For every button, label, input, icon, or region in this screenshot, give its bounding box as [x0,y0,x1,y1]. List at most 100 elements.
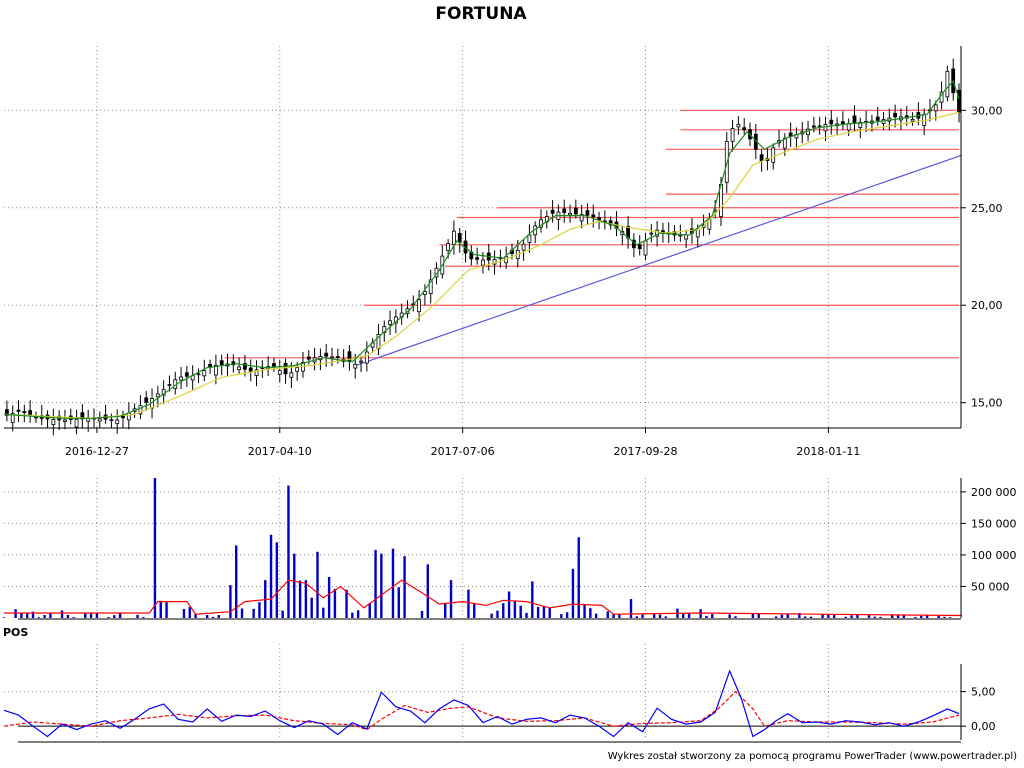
volume-bar [536,606,540,618]
candle-body [840,121,845,125]
long-moving-average [3,111,960,419]
volume-axes: 50 000 100 000 150 000 200 000 [18,478,1017,620]
candle-body [254,369,259,376]
chart-title: FORTUNA [435,4,527,24]
volume-bar [850,615,853,618]
volume-bar [37,617,41,618]
volume-bar [240,608,244,618]
volume-bar [142,617,145,618]
candle-body [492,259,497,265]
volume-bar [217,615,221,618]
candle-body [330,356,334,359]
volume-bar [426,564,429,618]
date-tick-label-4: 2018-01-11 [796,445,860,458]
candle-body [213,364,218,376]
candle-body [597,217,601,220]
candle-body [568,212,572,216]
volume-bar [449,580,453,618]
candle-body [539,219,543,228]
candle-body [97,418,102,422]
volume-bar [473,602,476,618]
volume-bar [577,537,580,618]
volume-bar [798,612,801,618]
volume-bar [548,607,551,618]
volume-bar [896,614,900,618]
volume-bar [397,587,400,618]
pos-signal-line [3,690,960,731]
pos-oscillator-line [3,669,960,738]
volume-bar [635,616,638,618]
volume-bar [780,614,784,618]
volume-bar [444,603,447,618]
volume-bar [298,580,302,618]
volume-bar [374,549,377,618]
candle-body [16,409,21,412]
volume-bar [809,616,813,618]
volume-bar [844,616,847,618]
volume-bar [49,613,52,618]
volume-y-tick-label-3: 200 000 [971,486,1017,499]
candle-body [481,259,485,266]
date-tick-label-3: 2017-09-28 [614,445,678,458]
volume-bar [728,614,731,618]
candle-body [730,128,735,142]
volume-bar [757,613,760,618]
candle-body [388,320,392,325]
volume-bar [304,580,308,618]
volume-bar [188,607,191,618]
candle-body [829,119,834,125]
volume-bar [542,605,546,618]
volume-bar [153,478,157,618]
volume-bar [891,614,894,618]
volume-bar [316,551,319,618]
candle-body [573,207,578,215]
volume-bar [107,617,110,618]
candle-body [109,419,114,422]
volume-bar [333,589,337,618]
volume-bar [322,607,325,618]
candle-body [695,228,700,238]
candle-body [550,209,555,214]
candle-body [742,127,747,131]
volume-bar [658,614,662,618]
volume-bar [496,610,499,618]
volume-bar [229,585,232,618]
volume-bar [95,613,99,618]
volume-bar [113,615,116,618]
candle-body [179,376,183,381]
volume-bar [525,612,528,618]
volume-bar [612,614,615,618]
volume-bar [531,581,534,618]
volume-bar [182,608,186,618]
support-resistance-levels [224,109,959,359]
volume-bar [420,610,424,618]
candle-body [643,240,648,256]
volume-bar [281,610,284,618]
volume-bar [235,545,238,618]
candle-body [707,218,712,230]
volume-bar [258,602,261,618]
candle-body [364,351,369,364]
candle-body [184,372,189,377]
candle-body [457,233,462,243]
price-grid [4,46,961,428]
pos-panel-label: POS [3,626,28,639]
candle-body [51,419,56,425]
volume-bar [467,589,470,618]
candle-body [138,405,143,415]
volume-bar [275,542,279,618]
candle-body [562,208,567,214]
volume-bar [594,613,598,618]
volume-bar [734,616,737,618]
volume-bar [391,548,395,618]
short-moving-average [3,79,960,419]
price-candles [5,58,961,436]
volume-bar [856,614,859,618]
date-tick-label-2: 2017-07-06 [431,445,495,458]
volume-bar [687,613,691,618]
candle-body [28,410,33,415]
candle-body [452,230,456,246]
volume-bar [565,612,569,618]
volume-bar [84,613,87,618]
volume-bar [821,614,824,618]
